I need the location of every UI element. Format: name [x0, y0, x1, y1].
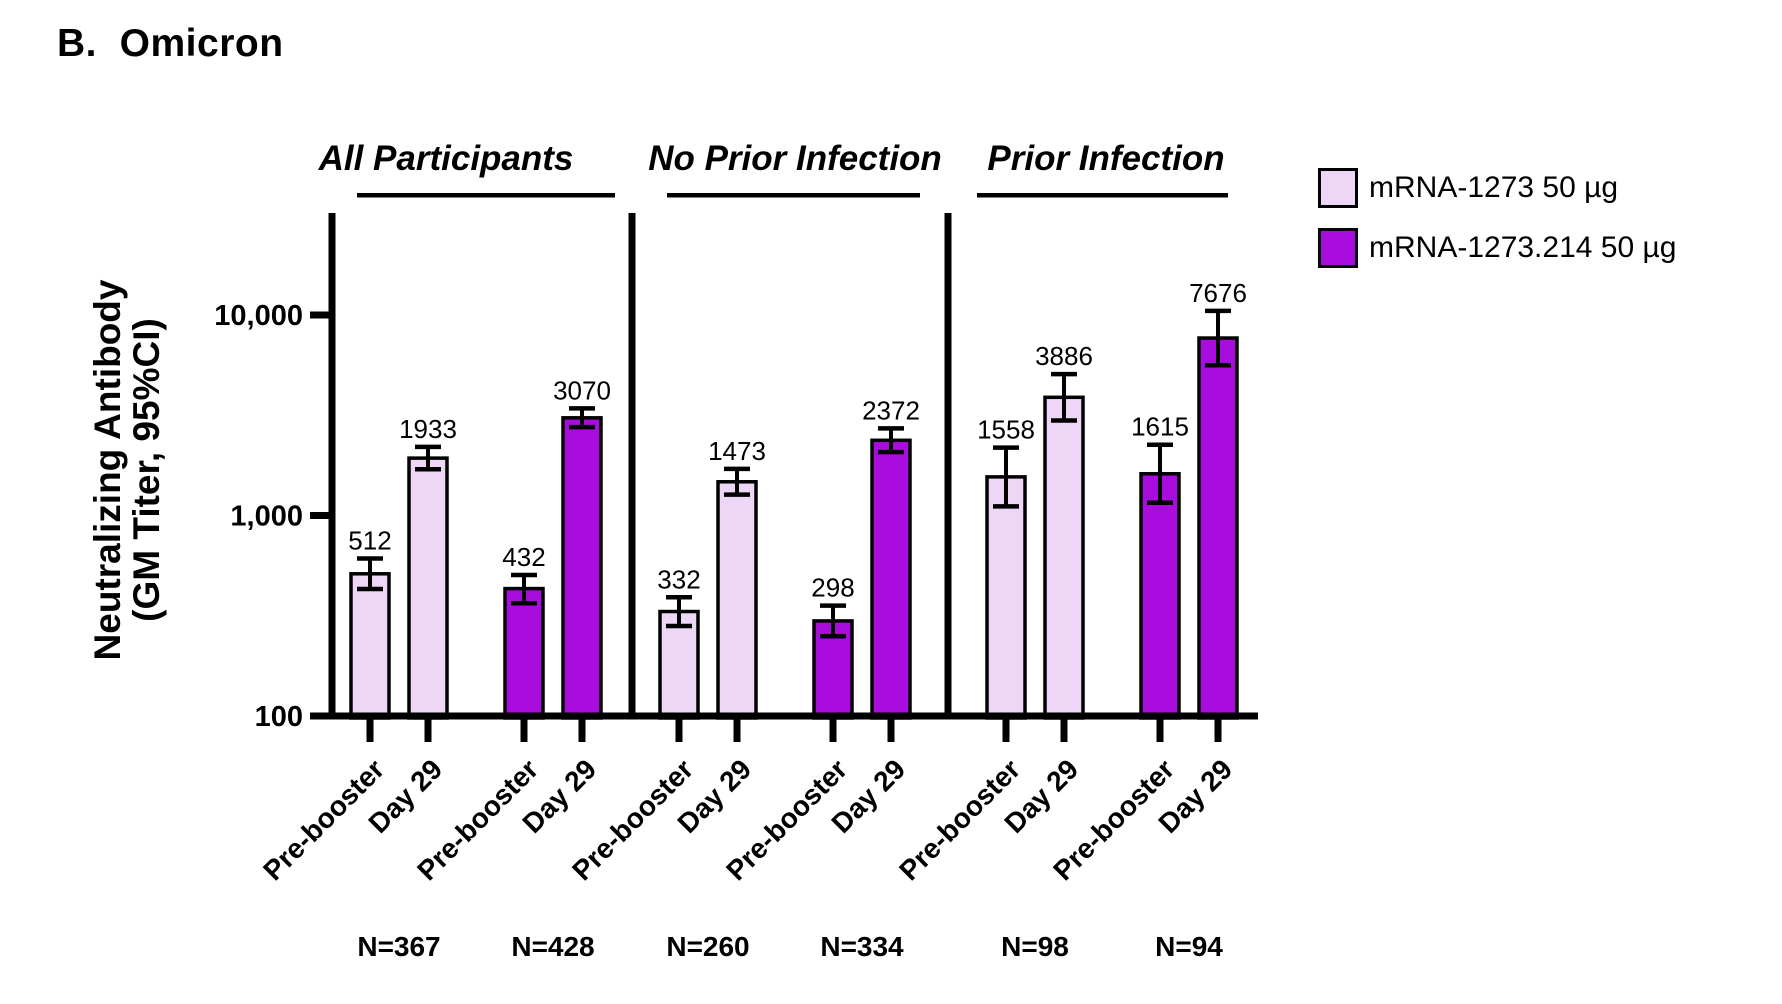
legend-swatch-mrna-1273: [1318, 168, 1358, 208]
bar-value-label: 1558: [977, 415, 1035, 445]
bar-value-label: 432: [502, 542, 545, 572]
y-tick: [310, 311, 333, 319]
y-tick-label: 100: [255, 701, 303, 733]
bar-value-label: 7676: [1189, 278, 1247, 308]
bar: [658, 609, 700, 720]
x-tick: [1060, 716, 1068, 742]
bar: [1197, 336, 1239, 720]
panel-separator: [944, 213, 952, 720]
panel-header-underline: [667, 193, 920, 198]
bar-value-label: 2372: [862, 395, 920, 425]
x-tick: [887, 716, 895, 742]
n-count-label: N=367: [357, 931, 440, 962]
bar-value-label: 512: [348, 526, 391, 556]
x-tick: [520, 716, 528, 742]
bar-value-label: 1933: [399, 414, 457, 444]
bar: [561, 416, 603, 720]
n-count-label: N=260: [666, 931, 749, 962]
panel-separator: [628, 213, 636, 720]
n-count-label: N=94: [1155, 931, 1223, 962]
bar: [503, 586, 545, 720]
legend-item: mRNA-1273 50 µg: [1318, 168, 1618, 208]
panel-header: All Participants: [318, 139, 574, 178]
x-tick: [1002, 716, 1010, 742]
legend-item: mRNA-1273.214 50 µg: [1318, 228, 1676, 268]
legend-label: mRNA-1273 50 µg: [1369, 171, 1619, 204]
x-tick: [366, 716, 374, 742]
y-axis-title-line: Neutralizing Antibody: [87, 279, 128, 660]
bar-value-label: 1473: [708, 436, 766, 466]
bar-value-label: 1615: [1131, 412, 1189, 442]
figure-title: B. Omicron: [57, 22, 284, 65]
x-tick: [1214, 716, 1222, 742]
bar-value-label: 298: [811, 573, 854, 603]
bar: [985, 475, 1027, 720]
y-axis-spine: [328, 213, 336, 720]
x-tick: [578, 716, 586, 742]
y-tick: [310, 512, 333, 519]
bar: [1043, 395, 1085, 720]
y-tick-label: 10,000: [214, 300, 303, 332]
bar: [407, 456, 449, 720]
panel-header-underline: [977, 193, 1228, 198]
n-count-label: N=98: [1001, 931, 1069, 962]
legend-label: mRNA-1273.214 50 µg: [1369, 231, 1677, 264]
x-tick: [424, 716, 432, 742]
panel-header: No Prior Infection: [648, 139, 942, 178]
x-axis-line: [310, 712, 1258, 720]
bar-value-label: 3886: [1035, 341, 1093, 371]
panel-header: Prior Infection: [987, 139, 1224, 178]
bar-value-label: 3070: [553, 375, 611, 405]
y-tick-label: 1,000: [230, 501, 303, 533]
bar: [870, 438, 912, 720]
x-tick: [733, 716, 741, 742]
legend-swatch-mrna-1273-214: [1318, 228, 1358, 268]
bar-value-label: 332: [657, 564, 700, 594]
bar: [716, 480, 758, 720]
bar: [349, 572, 391, 720]
x-tick: [829, 716, 837, 742]
x-tick: [675, 716, 683, 742]
n-count-label: N=334: [820, 931, 904, 962]
y-axis-title-line: (GM Titer, 95%CI): [126, 318, 167, 622]
bar: [1139, 472, 1181, 720]
panel-header-underline: [357, 193, 615, 198]
x-tick: [1156, 716, 1164, 742]
n-count-label: N=428: [511, 931, 594, 962]
